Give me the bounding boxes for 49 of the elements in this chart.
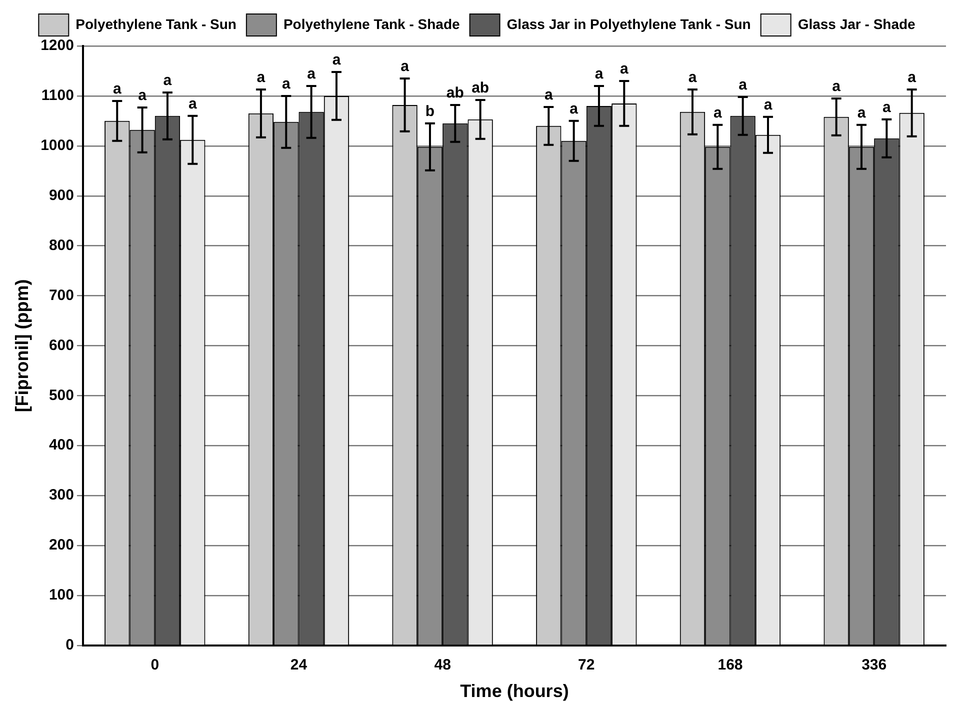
data-label: a (832, 78, 842, 96)
x-tick-label: 336 (862, 656, 887, 674)
data-label: a (688, 69, 698, 86)
data-label: a (713, 104, 722, 122)
data-label: a (188, 96, 198, 113)
y-tick-label: 900 (48, 186, 74, 204)
y-tick-label: 700 (48, 286, 74, 304)
y-tick-label: 300 (48, 486, 74, 504)
data-label: a (163, 72, 172, 90)
data-label: a (256, 69, 266, 86)
data-label: b (425, 103, 435, 120)
data-label: a (857, 104, 866, 122)
x-axis-title: Time (hours) (460, 681, 569, 702)
x-tick-label: 72 (578, 656, 595, 674)
data-label: ab (446, 84, 464, 102)
data-label: a (908, 69, 917, 86)
data-label: a (332, 52, 342, 69)
y-tick-label: 0 (66, 636, 74, 654)
y-tick-label: 1200 (40, 37, 74, 54)
legend-label: Polyethylene Tank - Shade (283, 16, 460, 32)
y-tick-label: 500 (48, 386, 74, 404)
legend-label: Glass Jar - Shade (798, 16, 916, 32)
y-tick-label: 100 (48, 586, 74, 604)
data-label: a (738, 76, 748, 94)
data-label: a (400, 58, 410, 76)
legend-label: Glass Jar in Polyethylene Tank - Sun (506, 16, 751, 32)
x-tick-label: 24 (290, 656, 308, 674)
x-tick-label: 0 (150, 656, 160, 674)
data-label: a (307, 66, 316, 83)
y-axis-title: [Fipronil] (ppm) (12, 279, 32, 412)
data-label: a (594, 66, 604, 83)
data-label: a (764, 96, 773, 114)
y-tick-label: 600 (48, 336, 74, 354)
y-tick-label: 1100 (41, 87, 74, 104)
x-tick-label: 168 (718, 656, 743, 674)
x-tick-label: 48 (434, 656, 451, 674)
data-label: a (544, 86, 554, 104)
data-label: a (282, 76, 291, 93)
y-tick-label: 800 (48, 236, 74, 254)
data-label: a (570, 100, 579, 118)
y-tick-label: 400 (48, 436, 74, 454)
data-label: a (112, 80, 122, 98)
data-label: ab (472, 80, 490, 97)
y-tick-label: 200 (48, 536, 74, 554)
data-label: a (138, 87, 148, 104)
data-label: a (620, 60, 629, 78)
legend-label: Polyethylene Tank - Sun (76, 16, 236, 32)
y-tick-label: 1000 (40, 137, 74, 154)
data-label: a (882, 99, 892, 116)
